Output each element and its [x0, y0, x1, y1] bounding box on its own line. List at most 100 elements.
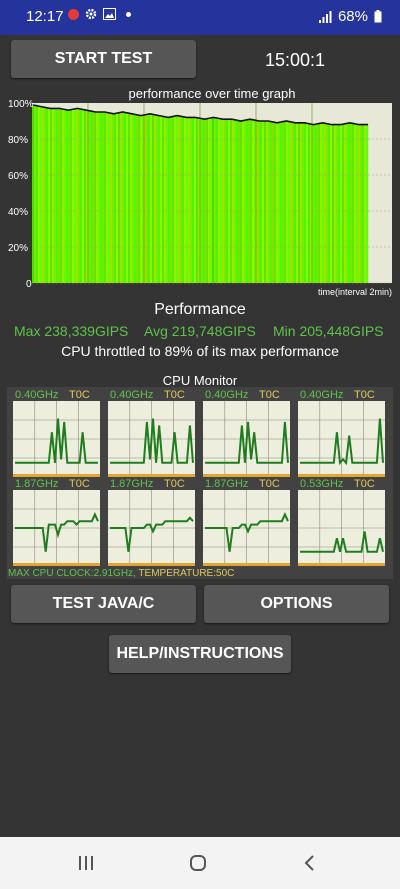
cpu-core-cell: 0.40GHz T0C	[298, 389, 385, 478]
graph-fill-stripe	[164, 117, 167, 284]
graph-fill-stripe	[112, 113, 115, 283]
graph-fill-stripe	[356, 124, 359, 283]
cpu-monitor-panel: 0.40GHz T0C 0.40GHz T0C 0.40GHz T0C 0.40GHz T0C…	[7, 387, 393, 579]
graph-fill-stripe	[124, 112, 127, 283]
cpu-core-graph	[108, 401, 195, 477]
graph-fill-stripe	[280, 122, 283, 283]
cpu-core-temperature: T0C	[354, 478, 375, 490]
graph-fill-stripe	[104, 112, 107, 283]
graph-fill-stripe	[264, 121, 267, 283]
graph-fill-stripe	[258, 121, 261, 283]
graph-fill-stripe	[272, 122, 275, 283]
graph-fill-stripe	[178, 115, 181, 283]
image-icon	[103, 8, 116, 20]
options-button[interactable]: OPTIONS	[204, 585, 389, 623]
graph-fill-stripe	[34, 104, 37, 283]
cpu-core-graph	[108, 490, 195, 566]
graph-fill-stripe	[338, 124, 341, 283]
help-instructions-button[interactable]: HELP/INSTRUCTIONS	[109, 635, 291, 673]
x-axis-label: time(interval 2min)	[318, 287, 392, 297]
graph-fill-stripe	[226, 119, 229, 283]
cpu-usage-line	[110, 516, 194, 552]
cpu-core-frequency: 0.40GHz	[300, 389, 344, 401]
test-java-c-button[interactable]: TEST JAVA/C	[11, 585, 196, 623]
cpu-core-cell: 1.87GHz T0C	[203, 478, 290, 567]
cpu-core-cell: 0.40GHz T0C	[108, 389, 195, 478]
graph-fill-stripe	[220, 119, 223, 283]
app-notification-icon	[68, 8, 79, 20]
battery-icon	[374, 10, 382, 23]
start-test-button[interactable]: START TEST	[11, 40, 196, 78]
graph-fill-stripe	[150, 113, 153, 283]
graph-fill-stripe	[248, 119, 251, 283]
cpu-core-graph	[13, 401, 100, 477]
graph-fill-stripe	[324, 122, 327, 283]
graph-fill-stripe	[316, 124, 319, 283]
cpu-baseline	[108, 474, 195, 477]
graph-fill-stripe	[106, 112, 109, 283]
back-icon[interactable]	[302, 854, 316, 872]
graph-fill-stripe	[56, 108, 59, 284]
cpu-core-temperature: T0C	[164, 389, 185, 401]
graph-fill-stripe	[92, 112, 95, 283]
graph-fill-stripe	[358, 124, 361, 283]
graph-fill-stripe	[224, 119, 227, 283]
status-time: 12:17	[26, 8, 64, 25]
graph-fill-stripe	[294, 122, 297, 283]
graph-fill-stripe	[152, 113, 155, 283]
graph-fill-stripe	[322, 122, 325, 283]
graph-fill-stripe	[288, 121, 291, 283]
max-cpu-clock: MAX CPU CLOCK:2.91GHz, TEMPERATURE:50C	[8, 568, 234, 579]
graph-fill-stripe	[234, 119, 237, 283]
graph-fill-stripe	[98, 112, 101, 283]
cpu-baseline	[13, 474, 100, 477]
cpu-baseline	[203, 563, 290, 566]
graph-fill-stripe	[148, 113, 151, 283]
graph-fill-stripe	[340, 124, 343, 283]
graph-fill-stripe	[42, 106, 45, 283]
graph-fill-stripe	[44, 106, 47, 283]
cpu-core-temperature: T0C	[164, 478, 185, 490]
y-tick-label: 0	[26, 279, 32, 290]
graph-fill-stripe	[184, 117, 187, 284]
graph-fill-stripe	[252, 119, 255, 283]
graph-fill-stripe	[330, 124, 333, 283]
cpu-usage-line	[300, 418, 384, 466]
graph-fill-stripe	[82, 110, 85, 283]
graph-fill-stripe	[204, 119, 207, 283]
graph-fill-stripe	[242, 121, 245, 283]
graph-fill-stripe	[292, 122, 295, 283]
graph-fill-stripe	[172, 115, 175, 283]
graph-fill-stripe	[54, 108, 57, 284]
graph-fill-stripe	[268, 121, 271, 283]
graph-fill-stripe	[282, 121, 285, 283]
graph-fill-stripe	[218, 119, 221, 283]
graph-fill-stripe	[166, 117, 169, 284]
graph-fill-stripe	[144, 115, 147, 283]
graph-fill-stripe	[312, 124, 315, 283]
graph-fill-stripe	[206, 119, 209, 283]
recent-apps-icon[interactable]	[78, 855, 94, 871]
temperature-label: TEMPERATURE:50C	[135, 568, 235, 579]
graph-fill-stripe	[88, 110, 91, 283]
cpu-core-frequency: 1.87GHz	[15, 478, 59, 490]
cpu-baseline	[13, 563, 100, 566]
graph-fill-stripe	[40, 106, 43, 283]
graph-fill-stripe	[78, 108, 81, 284]
graph-fill-stripe	[334, 124, 337, 283]
cpu-core-frequency: 0.40GHz	[15, 389, 59, 401]
cpu-core-frequency: 0.40GHz	[205, 389, 249, 401]
graph-fill-stripe	[100, 112, 103, 283]
cpu-core-cell: 1.87GHz T0C	[13, 478, 100, 567]
graph-fill-stripe	[244, 121, 247, 283]
graph-fill-stripe	[38, 106, 41, 283]
home-icon[interactable]	[189, 854, 207, 872]
graph-fill-stripe	[192, 117, 195, 284]
cpu-core-cell: 1.87GHz T0C	[108, 478, 195, 567]
cpu-usage-line	[15, 418, 98, 464]
cpu-core-cell: 0.53GHz T0C	[298, 478, 385, 567]
graph-fill-stripe	[122, 112, 125, 283]
cpu-core-frequency: 0.53GHz	[300, 478, 344, 490]
avg-gips: Avg 219,748GIPS	[144, 323, 256, 339]
graph-fill-stripe	[298, 122, 301, 283]
